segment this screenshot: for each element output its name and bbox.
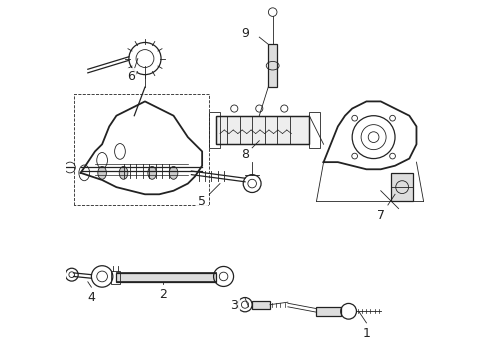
Bar bbox=[111, 271, 120, 284]
Bar bbox=[217, 116, 309, 144]
Text: 4: 4 bbox=[87, 291, 96, 305]
Ellipse shape bbox=[148, 166, 156, 179]
Text: 7: 7 bbox=[377, 209, 385, 222]
Bar bbox=[268, 44, 277, 87]
Bar bbox=[309, 112, 320, 148]
Text: 6: 6 bbox=[127, 70, 135, 83]
Bar bbox=[252, 301, 270, 309]
Text: 2: 2 bbox=[159, 288, 167, 301]
Ellipse shape bbox=[169, 166, 178, 179]
Bar bbox=[209, 112, 220, 148]
Ellipse shape bbox=[119, 166, 128, 179]
Bar bbox=[217, 116, 309, 144]
Ellipse shape bbox=[98, 166, 106, 179]
Text: 5: 5 bbox=[198, 195, 206, 208]
Text: 3: 3 bbox=[230, 298, 238, 311]
Bar bbox=[392, 173, 413, 202]
Text: 9: 9 bbox=[241, 27, 249, 40]
Bar bbox=[117, 273, 217, 282]
Text: 8: 8 bbox=[241, 148, 249, 162]
Bar bbox=[317, 307, 342, 316]
Text: 1: 1 bbox=[363, 327, 370, 340]
